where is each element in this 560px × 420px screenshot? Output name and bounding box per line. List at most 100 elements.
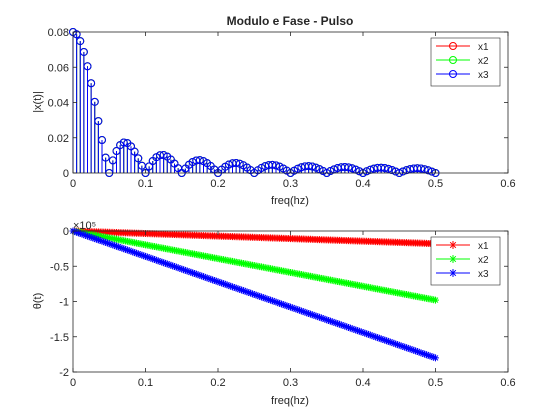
legend-marker-x2 — [449, 56, 457, 64]
phase-point — [225, 282, 233, 290]
phase-point — [267, 296, 275, 304]
phase-point — [276, 299, 284, 307]
phase-point — [113, 242, 120, 250]
phase-point — [277, 300, 285, 308]
phase-point — [147, 254, 155, 262]
phase-point — [332, 319, 340, 327]
phase-point — [428, 353, 436, 361]
phase-point — [248, 290, 256, 298]
legend-marker-x1 — [449, 241, 457, 249]
phase-point — [415, 348, 423, 356]
phase-point — [301, 308, 309, 316]
y-tick-label: -0.5 — [50, 261, 69, 273]
magnitude-point — [232, 159, 241, 168]
phase-point — [328, 318, 336, 326]
phase-point — [91, 235, 99, 243]
phase-point — [348, 325, 356, 333]
phase-point — [111, 242, 119, 250]
phase-point — [129, 248, 137, 256]
phase-point — [383, 337, 391, 345]
phase-point — [122, 245, 130, 253]
phase-point — [236, 285, 244, 293]
phase-point — [71, 228, 79, 236]
phase-point — [381, 336, 389, 344]
phase-legend: x1 x2 x3 — [430, 236, 501, 286]
phase-point — [132, 249, 140, 257]
x-tick-label: 0.2 — [210, 178, 225, 190]
phase-point — [337, 321, 345, 329]
phase-point — [386, 338, 394, 346]
x-tick-label: 0.4 — [355, 377, 370, 389]
phase-point — [397, 342, 405, 350]
phase-point — [274, 299, 282, 307]
magnitude-xlabel: freq(hz) — [271, 195, 309, 207]
phase-point — [214, 278, 222, 286]
phase-point — [183, 267, 191, 275]
phase-point — [163, 260, 171, 268]
x-tick-label: 0 — [70, 377, 76, 389]
phase-point — [388, 339, 396, 347]
phase-point — [241, 287, 249, 295]
legend-marker-x3 — [449, 70, 457, 78]
phase-point — [102, 238, 110, 246]
legend-marker-x2 — [449, 255, 457, 263]
phase-point — [109, 241, 117, 249]
phase-point — [308, 311, 316, 319]
phase-point — [250, 290, 258, 298]
y-tick-label: 0.08 — [48, 27, 69, 39]
phase-point — [229, 283, 236, 291]
phase-point — [417, 349, 425, 357]
legend-marker-x3 — [449, 269, 457, 277]
magnitude-point — [268, 160, 277, 169]
magnitude-point — [311, 163, 320, 172]
phase-point — [366, 331, 374, 339]
magnitude-point — [380, 164, 389, 173]
magnitude-legend-box — [430, 37, 501, 87]
phase-point — [192, 270, 200, 278]
phase-point — [430, 353, 438, 361]
phase-point — [172, 263, 180, 271]
magnitude-point — [76, 37, 85, 46]
phase-point — [305, 309, 313, 317]
magnitude-point — [87, 79, 96, 88]
phase-point — [310, 311, 318, 319]
legend-label-x2: x2 — [478, 255, 489, 266]
magnitude-point — [388, 166, 396, 175]
magnitude-point — [127, 142, 135, 151]
phase-point — [312, 312, 320, 320]
magnitude-axes: Modulo e Fase - Pulso 0 0.1 0.2 0.3 0.4 0.5 0.… — [32, 14, 516, 207]
phase-point — [165, 261, 173, 269]
phase-point — [330, 318, 338, 326]
magnitude-point — [130, 147, 139, 156]
phase-point — [263, 295, 271, 303]
magnitude-point — [235, 159, 244, 168]
phase-point — [149, 255, 157, 263]
magnitude-ticks: 0 0.1 0.2 0.3 0.4 0.5 0.6 0 0.02 0.04 0.06 0.08 — [48, 27, 516, 190]
phase-point — [334, 320, 342, 328]
phase-point — [185, 268, 193, 276]
legend-marker-x1 — [449, 42, 457, 50]
phase-point — [180, 266, 188, 274]
phase-point — [424, 351, 432, 359]
phase-point — [268, 297, 276, 305]
phase-point — [339, 322, 347, 330]
magnitude-title: Modulo e Fase - Pulso — [227, 14, 354, 28]
phase-point — [207, 275, 215, 283]
phase-point — [254, 292, 262, 300]
x-tick-label: 0.5 — [428, 178, 443, 190]
y-tick-label: 0.06 — [48, 62, 69, 74]
magnitude-point — [79, 47, 88, 56]
phase-point — [419, 349, 427, 357]
phase-point — [413, 348, 421, 356]
phase-point — [359, 329, 367, 337]
phase-point — [118, 244, 126, 252]
phase-point — [203, 274, 211, 282]
phase-point — [279, 301, 287, 309]
phase-point — [140, 252, 148, 260]
y-tick-label: 0.04 — [48, 98, 69, 110]
phase-point — [196, 271, 204, 279]
phase-point — [178, 265, 186, 273]
magnitude-point — [384, 164, 393, 173]
phase-point — [169, 262, 177, 270]
